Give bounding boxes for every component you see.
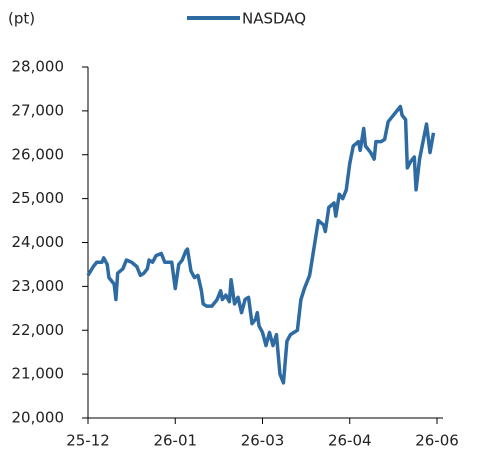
y-tick-label: 22,000 — [12, 321, 65, 339]
y-tick-label: 26,000 — [12, 145, 65, 163]
x-tick-label: 25-12 — [66, 432, 110, 450]
y-tick-label: 28,000 — [12, 58, 65, 76]
line-series — [86, 104, 436, 385]
y-tick-label: 27,000 — [12, 101, 65, 119]
x-tick-label: 26-01 — [153, 432, 197, 450]
x-tick-label: 26-03 — [241, 432, 285, 450]
y-tick-label: 20,000 — [12, 409, 65, 427]
y-tick-label: 25,000 — [12, 189, 65, 207]
unit-label: (pt) — [8, 10, 35, 28]
y-tick-label: 23,000 — [12, 277, 65, 295]
y-tick-label: 24,000 — [12, 233, 65, 251]
x-tick-label: 26-06 — [415, 432, 459, 450]
x-tick-label: 26-04 — [328, 432, 372, 450]
y-tick-label: 21,000 — [12, 365, 65, 383]
legend-label: NASDAQ — [242, 10, 306, 28]
